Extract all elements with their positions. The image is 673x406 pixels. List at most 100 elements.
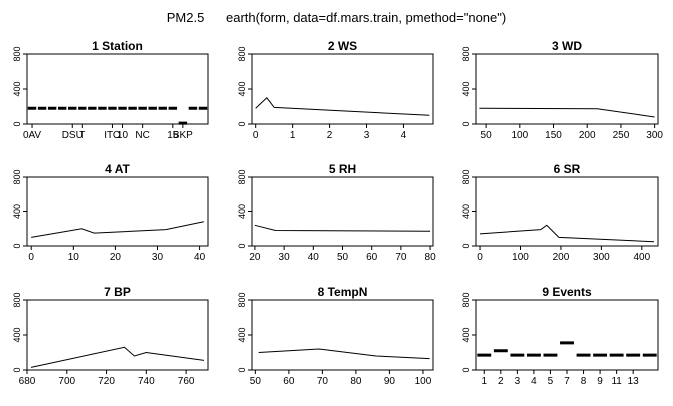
panel-title: 2 WS <box>328 39 357 53</box>
x-tick-label: 60 <box>366 252 378 263</box>
x-tick-label: 20 <box>110 252 122 263</box>
x-tick-label: 400 <box>633 252 650 263</box>
y-tick-label: 400 <box>461 81 471 96</box>
x-tick-label: 680 <box>19 376 36 387</box>
panel-title: 6 SR <box>554 162 581 176</box>
panel-title: 8 TempN <box>318 285 368 299</box>
x-tick-label: 1 <box>290 130 296 141</box>
plot-frame <box>475 176 659 247</box>
panel-title: 1 Station <box>92 39 143 53</box>
x-tick-label: 11 <box>611 376 622 387</box>
x-tick-label: 250 <box>613 130 630 141</box>
x-tick-label: 720 <box>98 376 115 387</box>
y-tick-label: 800 <box>12 292 22 307</box>
y-tick-label: 400 <box>237 81 247 96</box>
x-tick-label: 2 <box>327 130 333 141</box>
series-line <box>258 348 430 360</box>
x-tick-label: 300 <box>593 252 610 263</box>
plot-frame <box>26 299 209 371</box>
y-tick-label: 0 <box>461 121 471 126</box>
series-line <box>254 224 431 232</box>
plot-frame <box>251 53 434 125</box>
x-tick-label: 740 <box>138 376 155 387</box>
x-tick-label: 60 <box>283 376 295 387</box>
x-tick-label: 5 <box>548 376 554 387</box>
x-tick-label: 15 <box>167 130 179 141</box>
series-line <box>479 107 655 118</box>
series-line <box>31 221 204 238</box>
y-tick-label: 0 <box>12 243 22 248</box>
panel-8: 8 TempN 0 400 800 50 60 70 80 90 100 <box>237 285 434 387</box>
y-tick-label: 0 <box>12 121 22 126</box>
series-line <box>30 346 205 368</box>
plot-frame <box>251 299 434 371</box>
x-tick-label: 50 <box>250 376 262 387</box>
y-tick-label: 400 <box>12 327 22 342</box>
y-tick-label: 400 <box>237 327 247 342</box>
y-tick-label: 400 <box>461 204 471 219</box>
x-tick-label: 0 <box>28 252 34 263</box>
panel-9: 9 Events 0 400 800 1 2 3 4 5 7 8 9 11 13 <box>461 285 659 387</box>
x-tick-label: 2 <box>498 376 504 387</box>
x-tick-label: BKP <box>173 130 193 141</box>
x-tick-label: 3 <box>515 376 521 387</box>
x-tick-label: 3 <box>364 130 370 141</box>
x-tick-label: 1 <box>481 376 487 387</box>
y-tick-label: 0 <box>237 121 247 126</box>
x-tick-label: 760 <box>178 376 195 387</box>
series-line <box>255 97 430 116</box>
x-tick-label: 40 <box>308 252 320 263</box>
x-tick-label: NC <box>135 130 149 141</box>
panel-6: 6 SR 0 400 800 0 100 200 300 400 <box>461 162 659 263</box>
x-tick-label: 700 <box>58 376 75 387</box>
x-tick-label: 70 <box>395 252 407 263</box>
x-tick-label: 4 <box>531 376 537 387</box>
x-tick-label: T <box>79 130 85 141</box>
panel-title: 3 WD <box>552 39 582 53</box>
panel-title: 7 BP <box>104 285 131 299</box>
plot-frame <box>251 176 434 247</box>
y-tick-label: 800 <box>12 46 22 61</box>
y-tick-label: 400 <box>12 204 22 219</box>
plot-frame <box>475 299 659 371</box>
x-tick-label: 30 <box>279 252 291 263</box>
y-tick-label: 800 <box>237 292 247 307</box>
x-tick-label: 70 <box>317 376 329 387</box>
x-tick-label: 10 <box>117 130 129 141</box>
x-tick-label: 80 <box>425 252 437 263</box>
panel-5: 5 RH 0 400 800 20 30 40 50 60 70 80 <box>237 162 436 263</box>
x-tick-label: 100 <box>512 252 529 263</box>
y-tick-label: 400 <box>237 204 247 219</box>
figure-title: PM2.5 earth(form, data=df.mars.train, pm… <box>166 10 507 25</box>
x-tick-label: 0AV <box>23 130 41 141</box>
y-tick-label: 800 <box>461 46 471 61</box>
x-tick-label: 9 <box>597 376 603 387</box>
y-tick-label: 800 <box>461 169 471 184</box>
x-tick-label: 100 <box>511 130 528 141</box>
plot-frame <box>26 53 209 125</box>
panel-7: 7 BP 0 400 800 680 700 720 740 760 <box>12 285 209 387</box>
x-tick-label: 0 <box>477 252 483 263</box>
x-tick-label: 13 <box>628 376 640 387</box>
x-tick-label: DSU <box>62 130 83 141</box>
y-tick-label: 400 <box>461 327 471 342</box>
y-tick-label: 0 <box>12 367 22 372</box>
panel-4: 4 AT 0 400 800 0 10 20 30 40 <box>12 162 209 263</box>
y-tick-label: 0 <box>237 243 247 248</box>
y-tick-label: 0 <box>237 367 247 372</box>
x-tick-label: ITO <box>104 130 121 141</box>
x-tick-label: 50 <box>481 130 493 141</box>
x-tick-label: 50 <box>337 252 349 263</box>
x-tick-label: 90 <box>384 376 396 387</box>
x-tick-label: 0 <box>253 130 259 141</box>
series-line <box>479 224 655 243</box>
x-tick-label: 20 <box>249 252 261 263</box>
plot-frame <box>26 176 209 247</box>
x-tick-label: 40 <box>194 252 206 263</box>
y-tick-label: 0 <box>461 243 471 248</box>
x-tick-label: 30 <box>152 252 164 263</box>
x-tick-label: 8 <box>581 376 587 387</box>
